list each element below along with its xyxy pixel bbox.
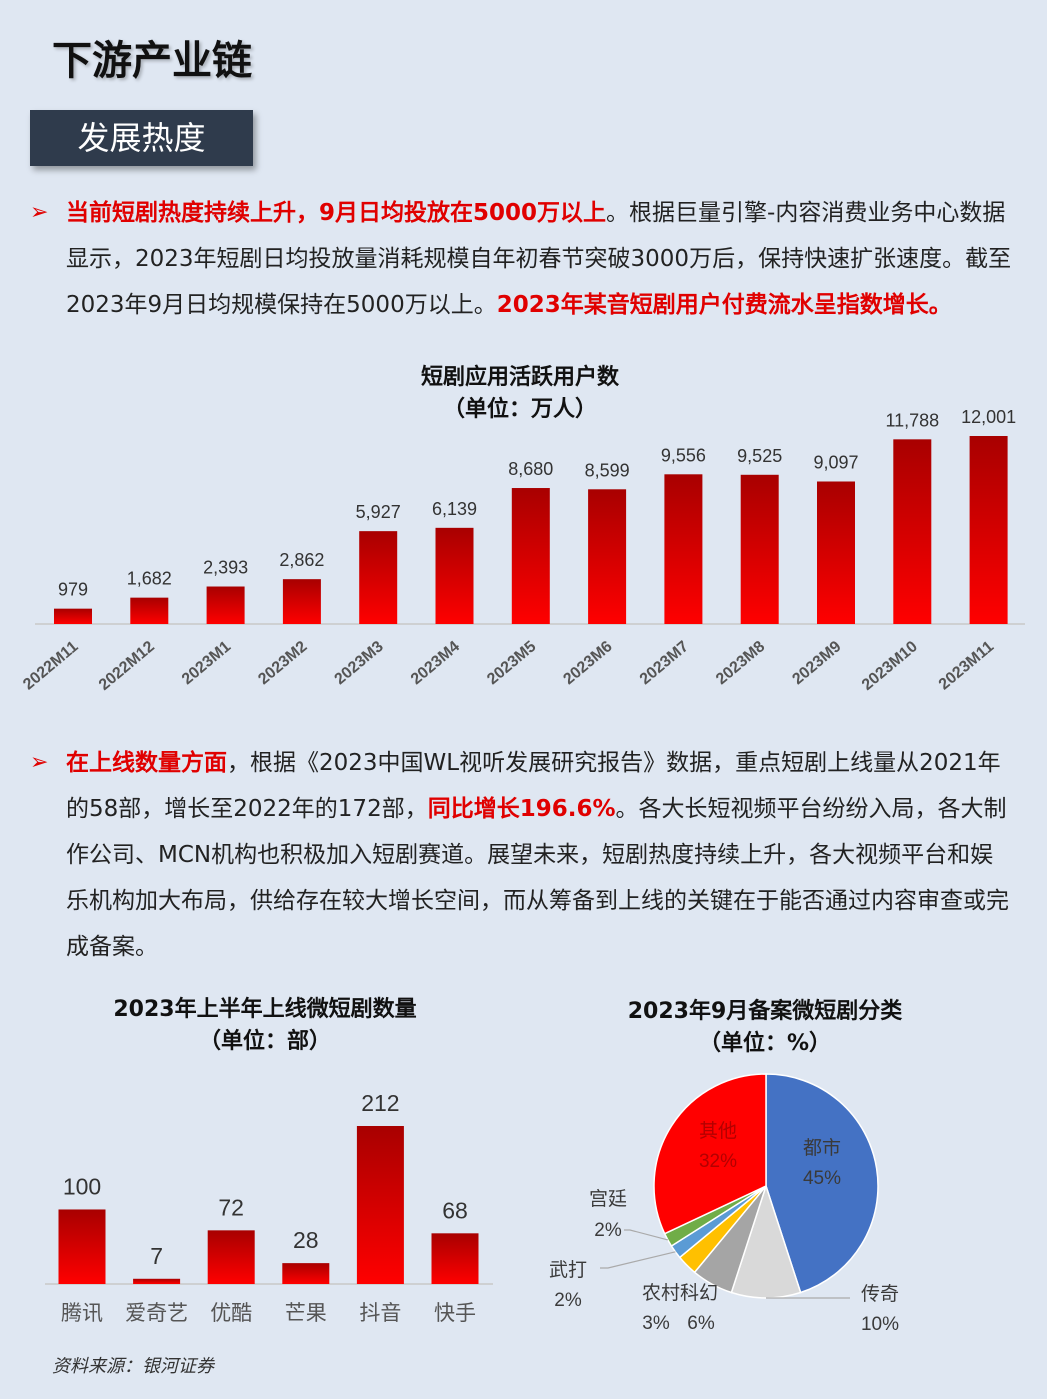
chart1-data-label: 11,788 — [885, 410, 939, 430]
chart1-bar — [511, 488, 550, 624]
pie-label-name: 其他 — [699, 1120, 737, 1142]
pie-slice-都市 — [765, 1073, 879, 1294]
chart1-data-label: 9,556 — [661, 445, 706, 465]
chart2-tick-label: 爱奇艺 — [125, 1302, 188, 1325]
active-users-bar-chart: 979 2022M11 1,682 2022M12 2,393 2023M1 2,862 20… — [20, 407, 1025, 694]
chart2-bar — [207, 1230, 255, 1284]
chart1-bar — [206, 586, 245, 624]
pie-label-value: 3% — [642, 1313, 670, 1334]
pie-label-value: 6% — [687, 1313, 715, 1334]
chart1-bar — [664, 474, 703, 624]
chart2-tick-label: 腾讯 — [61, 1302, 103, 1325]
pie-label-name: 农村科幻 — [642, 1282, 718, 1304]
pie-leader-line — [600, 1251, 676, 1269]
chart2-data-label: 212 — [361, 1090, 399, 1116]
chart1-data-label: 979 — [58, 580, 88, 600]
chart1-data-label: 2,862 — [279, 550, 324, 570]
para1-highlight-2: 2023年某音短剧用户付费流水呈指数增长。 — [496, 292, 952, 318]
chart1-bar — [54, 608, 92, 624]
chart2-data-label: 7 — [150, 1243, 163, 1269]
chart2-title: 2023年上半年上线微短剧数量 （单位：部） — [113, 997, 417, 1054]
paragraph-launches: ➢ 在上线数量方面，根据《2023中国WL视听发展研究报告》数据，重点短剧上线量… — [30, 740, 1015, 970]
chart2-data-label: 72 — [218, 1194, 244, 1220]
chart1-tick-label: 2023M8 — [713, 638, 768, 688]
para1-text-1: 。根据巨量引擎-内容消费业务中心数据显示，2023年短剧日均投放量消耗规模自年初… — [66, 200, 1012, 318]
para2-highlight-1: 在上线数量方面 — [66, 750, 227, 776]
chart1-data-label: 9,525 — [737, 446, 782, 466]
chart2-tick-label: 快手 — [434, 1302, 476, 1325]
chart1-data-label: 9,097 — [813, 452, 858, 472]
chart2-bar — [282, 1263, 330, 1284]
chart1-bar — [893, 439, 932, 624]
pie-label-value: 2% — [554, 1290, 582, 1311]
pie-label-name: 宫廷 — [589, 1188, 627, 1210]
pie-label-name: 传奇 — [861, 1283, 899, 1305]
chart1-bar — [359, 531, 398, 624]
pie-label-value: 32% — [699, 1151, 737, 1172]
chart1-tick-label: 2023M10 — [859, 638, 921, 694]
chart1-data-label: 8,680 — [508, 459, 553, 479]
source-note: 资料来源：银河证券 — [52, 1356, 214, 1377]
section-tag: 发展热度 — [30, 110, 253, 166]
para2-text-2: 。各大长短视频平台纷纷入局，各大制作公司、MCN机构也积极加入短剧赛道。展望未来… — [66, 796, 1009, 960]
chart1-tick-label: 2023M6 — [560, 638, 615, 688]
chart2-tick-label: 芒果 — [285, 1302, 327, 1325]
chart2-data-label: 68 — [442, 1197, 468, 1223]
chart1-tick-label: 2023M5 — [484, 638, 539, 688]
chart1-data-label: 12,001 — [961, 407, 1016, 427]
chart2-tick-label: 优酷 — [210, 1302, 252, 1325]
chart1-data-label: 1,682 — [127, 569, 172, 589]
chart1-data-label: 8,599 — [585, 460, 630, 480]
chart1-tick-label: 2023M7 — [637, 638, 692, 688]
chart1-title: 短剧应用活跃用户数 （单位：万人） — [420, 365, 619, 422]
chart1-data-label: 5,927 — [356, 502, 401, 522]
chart1-bar — [588, 489, 627, 624]
chart2-bar — [356, 1126, 404, 1284]
chart2-bar — [431, 1233, 479, 1284]
pie-leader-line — [624, 1229, 669, 1241]
page-title: 下游产业链 — [52, 38, 252, 84]
chart1-bar — [740, 474, 779, 624]
category-pie-chart: 都市 45% 其他 32% 传奇 10% 农村科幻 3% 6% 武打 2% 宫廷 2% — [549, 1073, 899, 1335]
chart1-bar — [969, 436, 1008, 624]
chart1-tick-label: 2023M9 — [789, 638, 844, 688]
para2-text-1: ，根据《2023中国WL视听发展研究报告》数据，重点短剧上线量从2021年的58… — [66, 750, 1001, 822]
chart2-bar — [133, 1278, 181, 1284]
pie-slice-其他 — [653, 1073, 767, 1235]
chart3-title: 2023年9月备案微短剧分类 （单位：%） — [627, 999, 903, 1056]
chart1-data-label: 6,139 — [432, 499, 477, 519]
bullet-arrow-icon: ➢ — [30, 200, 49, 225]
chart1-tick-label: 2023M3 — [332, 638, 387, 688]
chart1-bar — [130, 597, 169, 624]
chart1-data-label: 2,393 — [203, 558, 248, 578]
chart1-bar — [282, 579, 321, 624]
bullet-arrow-icon: ➢ — [30, 750, 49, 775]
pie-label-name: 武打 — [549, 1259, 587, 1281]
chart1-tick-label: 2022M11 — [20, 638, 81, 693]
chart2-data-label: 28 — [293, 1227, 319, 1253]
chart2-bar — [58, 1209, 106, 1284]
pie-label-value: 2% — [594, 1220, 622, 1241]
chart1-tick-label: 2023M11 — [936, 638, 997, 693]
pie-label-name: 都市 — [803, 1137, 841, 1159]
launch-count-bar-chart: 100 腾讯 7 爱奇艺 72 优酷 28 芒果 212 抖音 68 快手 — [45, 1090, 493, 1325]
para2-highlight-2: 同比增长196.6% — [427, 796, 616, 822]
chart1-tick-label: 2023M1 — [179, 638, 234, 688]
para1-highlight-1: 当前短剧热度持续上升，9月日均投放在5000万以上 — [66, 200, 607, 226]
chart1-tick-label: 2023M2 — [255, 638, 310, 688]
chart1-tick-label: 2023M4 — [408, 638, 463, 688]
paragraph-heat: ➢ 当前短剧热度持续上升，9月日均投放在5000万以上。根据巨量引擎-内容消费业… — [30, 190, 1015, 328]
pie-label-value: 10% — [861, 1314, 899, 1335]
chart1-bar — [817, 481, 855, 624]
chart2-data-label: 100 — [63, 1173, 101, 1199]
pie-label-value: 45% — [803, 1168, 841, 1189]
chart1-tick-label: 2022M12 — [96, 638, 158, 694]
chart1-bar — [435, 527, 474, 624]
chart2-tick-label: 抖音 — [359, 1302, 401, 1325]
